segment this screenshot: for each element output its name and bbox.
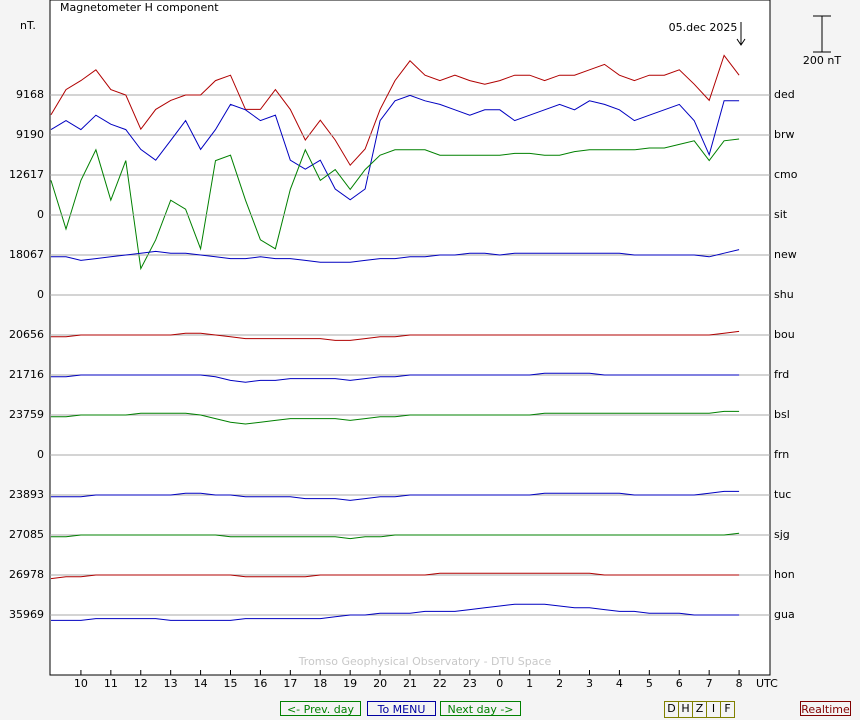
station-code: bsl <box>774 408 790 421</box>
x-axis-label: UTC <box>756 677 778 690</box>
x-tick-label: 14 <box>194 677 208 690</box>
station-code: hon <box>774 568 795 581</box>
component-button[interactable]: I <box>706 702 720 717</box>
x-tick-label: 4 <box>616 677 623 690</box>
station-code: sjg <box>774 528 790 541</box>
baseline-value: 21716 <box>9 368 44 381</box>
station-code: ded <box>774 88 795 101</box>
x-tick-label: 16 <box>253 677 267 690</box>
trace-line <box>51 603 740 621</box>
station-code: frn <box>774 448 789 461</box>
baseline-value: 20656 <box>9 328 44 341</box>
trace-line <box>51 410 740 425</box>
station-code: new <box>774 248 797 261</box>
x-tick-label: 2 <box>556 677 563 690</box>
menu-button[interactable]: To MENU <box>367 701 436 716</box>
chart-title: Magnetometer H component <box>60 1 219 14</box>
trace-line <box>51 490 740 501</box>
realtime-button[interactable]: Realtime <box>800 701 851 716</box>
x-tick-label: 19 <box>343 677 357 690</box>
trace-line <box>51 532 740 540</box>
unit-label: nT. <box>20 19 36 32</box>
baseline-value: 9190 <box>16 128 44 141</box>
footer-credit: Tromso Geophysical Observatory - DTU Spa… <box>298 655 552 668</box>
x-tick-label: 13 <box>164 677 178 690</box>
baseline-value: 0 <box>37 448 44 461</box>
chart: Magnetometer H component nT. 05.dec 2025… <box>9 0 841 690</box>
station-code: brw <box>774 128 795 141</box>
baseline-value: 0 <box>37 288 44 301</box>
baseline-value: 35969 <box>9 608 44 621</box>
trace-line <box>51 330 740 341</box>
station-code: bou <box>774 328 795 341</box>
station-code: shu <box>774 288 794 301</box>
x-tick-label: 8 <box>736 677 743 690</box>
date-annotation: 05.dec 2025 <box>669 21 738 34</box>
component-button[interactable]: F <box>720 702 734 717</box>
x-tick-label: 18 <box>313 677 327 690</box>
x-tick-label: 21 <box>403 677 417 690</box>
x-tick-label: 15 <box>224 677 238 690</box>
x-tick-label: 11 <box>104 677 118 690</box>
component-button[interactable]: D <box>667 702 676 715</box>
baseline-value: 26978 <box>9 568 44 581</box>
scale-label: 200 nT <box>803 54 841 67</box>
trace-line <box>50 54 740 167</box>
next-day-button[interactable]: Next day -> <box>440 701 521 716</box>
baseline-value: 23759 <box>9 408 44 421</box>
x-tick-label: 1 <box>526 677 533 690</box>
station-code: sit <box>774 208 788 221</box>
x-tick-label: 0 <box>496 677 503 690</box>
x-tick-label: 10 <box>74 677 88 690</box>
component-button[interactable]: Z <box>692 702 706 717</box>
trace-line <box>50 94 740 201</box>
station-code: frd <box>774 368 789 381</box>
station-code: gua <box>774 608 795 621</box>
station-code: tuc <box>774 488 791 501</box>
date-arrowhead <box>736 38 746 46</box>
x-tick-label: 3 <box>586 677 593 690</box>
x-tick-label: 20 <box>373 677 387 690</box>
baseline-value: 0 <box>37 208 44 221</box>
trace-line <box>51 249 740 263</box>
x-tick-label: 23 <box>463 677 477 690</box>
baseline-value: 18067 <box>9 248 44 261</box>
x-tick-label: 6 <box>676 677 683 690</box>
station-code: cmo <box>774 168 798 181</box>
trace-line <box>51 372 740 383</box>
trace-line <box>50 138 740 271</box>
baseline-value: 9168 <box>16 88 44 101</box>
x-tick-label: 5 <box>646 677 653 690</box>
component-button[interactable]: H <box>678 702 692 717</box>
x-tick-label: 12 <box>134 677 148 690</box>
baseline-value: 12617 <box>9 168 44 181</box>
x-tick-label: 7 <box>706 677 713 690</box>
baseline-value: 27085 <box>9 528 44 541</box>
x-tick-label: 17 <box>283 677 297 690</box>
baseline-value: 23893 <box>9 488 44 501</box>
trace-line <box>50 572 740 580</box>
prev-day-button[interactable]: <- Prev. day <box>280 701 361 716</box>
x-tick-label: 22 <box>433 677 447 690</box>
plot-frame <box>49 0 771 676</box>
